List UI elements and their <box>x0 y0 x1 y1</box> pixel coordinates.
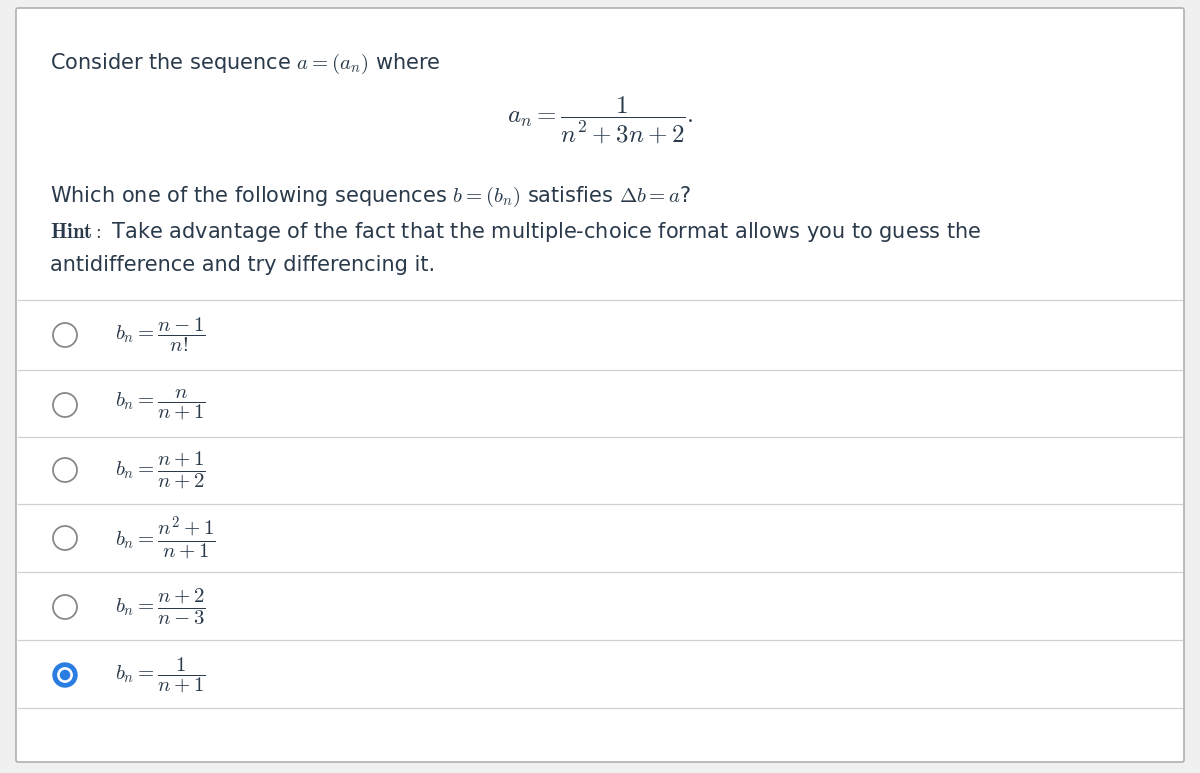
Circle shape <box>53 393 77 417</box>
Circle shape <box>53 663 77 687</box>
Text: $b_n = \dfrac{n^2+1}{n+1}$: $b_n = \dfrac{n^2+1}{n+1}$ <box>115 514 216 562</box>
Circle shape <box>53 595 77 619</box>
Text: Consider the sequence $a = (a_n)$ where: Consider the sequence $a = (a_n)$ where <box>50 52 440 76</box>
FancyBboxPatch shape <box>16 8 1184 762</box>
Text: $b_n = \dfrac{n}{n+1}$: $b_n = \dfrac{n}{n+1}$ <box>115 388 206 422</box>
Circle shape <box>53 323 77 347</box>
Circle shape <box>58 668 72 683</box>
Text: $b_n = \dfrac{n+1}{n+2}$: $b_n = \dfrac{n+1}{n+2}$ <box>115 449 206 491</box>
Circle shape <box>53 526 77 550</box>
Text: $a_n = \dfrac{1}{n^2 + 3n + 2}.$: $a_n = \dfrac{1}{n^2 + 3n + 2}.$ <box>506 95 694 146</box>
Text: $b_n = \dfrac{n+2}{n-3}$: $b_n = \dfrac{n+2}{n-3}$ <box>115 587 206 627</box>
Text: antidifference and try differencing it.: antidifference and try differencing it. <box>50 255 436 275</box>
Circle shape <box>60 670 70 679</box>
Text: $b_n = \dfrac{1}{n+1}$: $b_n = \dfrac{1}{n+1}$ <box>115 656 206 695</box>
Text: $b_n = \dfrac{n-1}{n!}$: $b_n = \dfrac{n-1}{n!}$ <box>115 315 206 354</box>
Circle shape <box>53 458 77 482</box>
Text: $\mathbf{Hint:}$ Take advantage of the fact that the multiple-choice format allo: $\mathbf{Hint:}$ Take advantage of the f… <box>50 220 982 244</box>
Text: Which one of the following sequences $b = (b_n)$ satisfies $\Delta b = a$?: Which one of the following sequences $b … <box>50 185 691 209</box>
